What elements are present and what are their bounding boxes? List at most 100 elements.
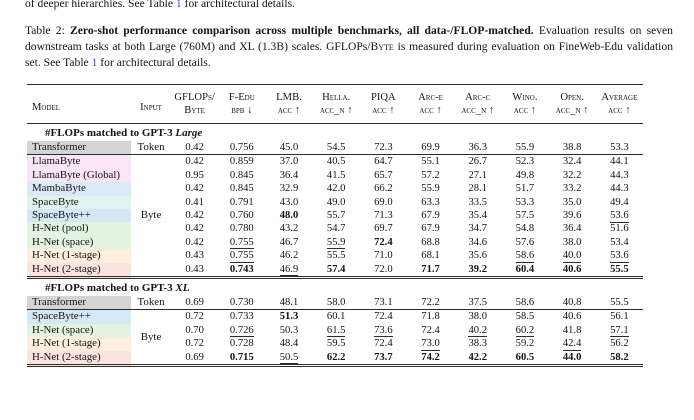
metric-value: 74.2 [421,351,440,363]
model-name-cell: H-Net (space) [27,323,132,338]
metric-cell: 63.3 [407,196,454,209]
metric-value: 49.0 [326,196,346,208]
table-body: #FLOPs matched to GPT-3 Large Transformer… [27,124,643,366]
model-name-cell: H-Net (2-stage) [27,262,132,278]
metric-value: 44.1 [610,156,629,168]
metric-cell: 54.7 [313,222,360,235]
metric-cell: 72.4 [407,324,454,337]
metric-value: 33.2 [562,183,582,195]
table-row: LlamaByte (Global) 0.95 0.845 36.4 41.5 65.7 5… [27,168,643,183]
metric-cell: 65.7 [360,169,407,182]
metric-cell: 33.5 [454,196,501,209]
metric-value: 38.3 [468,338,487,350]
table-row: H-Net (1-stage) 0.43 0.755 46.2 55.5 71.0 68.1… [27,249,643,263]
metric-cell: 0.69 [171,351,218,366]
section-title-text: #FLOPs matched to GPT-3 [45,281,176,294]
metric-cell: 71.0 [360,249,407,262]
metric-cell: 53.6 [596,209,643,223]
metric-cell: 55.5 [595,296,643,311]
metric-cell: 32.2 [549,169,596,182]
metric-value: 0.845 [229,169,254,181]
table-row: H-Net (2-stage) 0.43 0.743 46.9 57.4 72.0 71.7… [27,262,643,278]
metric-value: 32.9 [279,183,299,195]
metric-cell: 68.1 [407,249,454,262]
metric-cell: 40.6 [549,310,596,324]
metric-value: 55.9 [421,183,440,195]
section-title: #FLOPs matched to GPT-3 Large [27,124,643,142]
metric-cell: 72.3 [359,141,407,156]
section-title-scale: Large [175,126,203,139]
metric-cell: 56.1 [596,310,643,324]
metric-value: 0.42 [185,236,204,248]
table-ref-link[interactable]: 1 [175,0,182,10]
metric-value: 39.2 [468,263,487,275]
model-name-cell: Transformer [27,296,132,311]
metric-value: 44.3 [610,183,629,195]
metric-cell: 39.6 [549,209,596,222]
metric-cell: 58.5 [501,310,548,324]
metric-cell: 0.42 [171,209,218,222]
metric-value: 0.733 [229,311,254,323]
metric-cell: 0.715 [218,351,265,366]
metric-cell: 37.5 [454,296,502,311]
metric-cell: 38.0 [549,236,596,249]
column-header: Hella. [322,92,351,103]
metric-cell: 55.9 [313,236,360,250]
metric-cell: 36.4 [549,222,596,235]
metric-value: 26.7 [468,156,487,168]
metric-value: 68.1 [421,250,440,262]
metric-value: 40.2 [468,324,487,338]
metric-cell: 0.95 [171,169,218,182]
column-header: PIQA [370,92,396,103]
metric-cell: 60.5 [501,351,548,366]
metric-value: 55.5 [326,250,346,262]
metric-cell: 55.1 [407,155,454,169]
metric-value: 56.2 [610,338,629,350]
metric-value: 53.3 [610,142,629,153]
metric-value: 51.6 [610,223,629,235]
metric-value: 0.95 [185,169,204,181]
metric-cell: 49.4 [596,196,643,209]
metric-cell: 71.3 [360,209,407,222]
metric-cell: 44.0 [549,351,596,366]
metric-cell: 74.2 [407,351,454,366]
metric-value: 0.41 [185,196,204,208]
metric-cell: 57.6 [501,236,548,249]
table-ref-link[interactable]: 1 [91,55,98,69]
metric-cell: 72.4 [360,337,407,350]
metric-value: 57.5 [515,210,535,222]
metric-value: 0.730 [229,297,254,309]
metric-cell: 0.70 [171,324,218,337]
table-row: SpaceByte 0.41 0.791 43.0 49.0 69.0 63.3 33.5 53… [27,195,643,210]
metric-cell: 0.72 [171,337,218,350]
metric-value: 58.0 [326,297,346,309]
metric-cell: 32.9 [265,182,312,195]
metric-cell: 60.4 [501,263,548,278]
metric-value: 54.8 [515,223,535,235]
metric-cell: 33.2 [549,182,596,195]
section-title-scale: XL [175,281,190,294]
metric-value: 73.1 [374,297,393,309]
metric-value: 42.2 [468,351,487,363]
metric-cell: 51.6 [596,222,643,235]
metric-value: 50.3 [279,324,299,336]
metric-value: 40.8 [562,297,582,309]
metric-cell: 46.9 [265,263,312,278]
metric-value: 54.5 [326,142,346,153]
metric-cell: 50.3 [265,324,312,337]
metric-cell: 73.0 [407,337,454,351]
metric-value: 43.2 [279,223,299,235]
model-name-cell: MambaByte [27,182,132,196]
metric-cell: 57.1 [596,324,643,338]
metric-value: 57.4 [326,263,346,275]
model-name-cell: SpaceByte++ [27,209,132,223]
metric-value: 41.5 [326,169,346,181]
metric-cell: 44.1 [596,155,643,169]
metric-value: 67.9 [421,210,440,222]
metric-cell: 0.845 [218,182,265,195]
metric-cell: 36.3 [454,141,502,156]
metric-cell: 0.760 [218,209,265,222]
section-header-row: #FLOPs matched to GPT-3 XL [27,276,643,297]
metric-value: 0.43 [185,263,204,275]
table-row: H-Net (space) 0.42 0.755 46.7 55.9 72.4 68.8 34… [27,235,643,250]
